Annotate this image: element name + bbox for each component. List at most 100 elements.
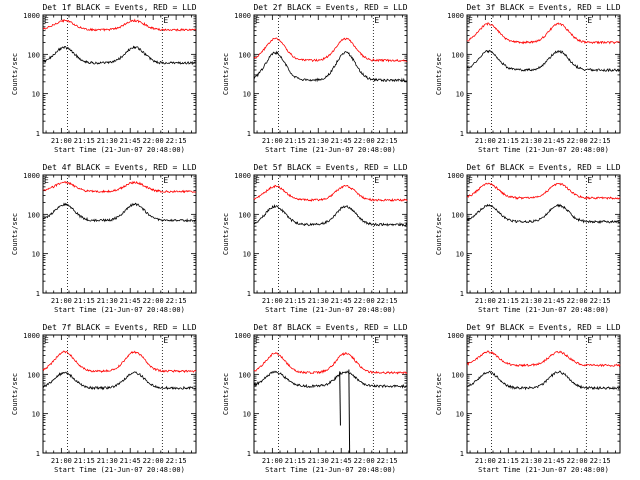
y-tick-label: 1000 <box>447 172 464 180</box>
y-tick-label: 10 <box>243 411 251 419</box>
x-axis-label: Start Time (21-Jun-07 20:48:00) <box>265 466 396 474</box>
y-tick-label: 1000 <box>23 172 40 180</box>
x-tick-label: 21:00 <box>475 457 496 465</box>
y-tick-label: 100 <box>238 51 251 59</box>
plot-frame <box>42 14 197 134</box>
series-lld-red <box>466 22 621 45</box>
x-tick-label: 22:00 <box>143 137 164 145</box>
y-tick-label: 100 <box>238 211 251 219</box>
x-tick-label: 21:15 <box>74 297 95 305</box>
y-tick-label: 100 <box>451 51 464 59</box>
y-tick-label: 1000 <box>234 12 251 20</box>
x-tick-label: 22:00 <box>354 297 375 305</box>
x-tick-label: 21:15 <box>74 457 95 465</box>
y-tick-label: 10 <box>32 251 40 259</box>
x-tick-label: 21:00 <box>51 137 72 145</box>
x-tick-label: 21:30 <box>521 297 542 305</box>
reference-mark-label: E <box>163 176 168 185</box>
reference-mark-label: E <box>374 16 379 25</box>
reference-mark-label: E <box>163 336 168 345</box>
series-events-black <box>42 371 197 391</box>
reference-mark-label: E <box>468 336 473 345</box>
reference-mark-label: E <box>44 176 49 185</box>
x-tick-label: 21:45 <box>120 137 141 145</box>
events-dropout-spike <box>339 371 341 426</box>
panel-det-4: Det 4f BLACK = Events, RED = LLD 1 10 100 10… <box>11 163 197 314</box>
plot-frame <box>42 174 197 294</box>
x-tick-label: 22:15 <box>377 137 398 145</box>
plot-frame <box>253 334 408 454</box>
series-events-black <box>253 50 408 83</box>
series-lld-red <box>467 350 621 368</box>
panel-det-2: Det 2f BLACK = Events, RED = LLD 1 10 100 10… <box>222 3 408 154</box>
x-axis-label: Start Time (21-Jun-07 20:48:00) <box>265 306 396 314</box>
y-tick-label: 10 <box>456 251 464 259</box>
x-tick-label: 22:15 <box>590 457 611 465</box>
panel-det-6: Det 6f BLACK = Events, RED = LLD 1 10 100 10… <box>435 163 621 314</box>
reference-mark-label: E <box>255 336 260 345</box>
x-tick-label: 22:00 <box>354 137 375 145</box>
plot-frame <box>466 334 621 454</box>
y-tick-label: 1 <box>247 130 251 138</box>
reference-mark-label: E <box>163 16 168 25</box>
y-tick-label: 10 <box>456 411 464 419</box>
plot-frame <box>253 14 408 134</box>
y-axis-label: Counts/sec <box>11 213 19 255</box>
x-tick-label: 21:30 <box>308 457 329 465</box>
series-lld-red <box>466 182 621 200</box>
reference-mark-label: E <box>468 16 473 25</box>
reference-mark-label: E <box>587 16 592 25</box>
y-tick-label: 1 <box>460 290 464 298</box>
x-tick-label: 21:00 <box>262 457 283 465</box>
x-axis-label: Start Time (21-Jun-07 20:48:00) <box>54 146 185 154</box>
y-tick-label: 100 <box>238 371 251 379</box>
y-tick-label: 10 <box>243 251 251 259</box>
panel-title: Det 2f BLACK = Events, RED = LLD <box>253 3 407 12</box>
y-axis-label: Counts/sec <box>222 213 230 255</box>
x-tick-label: 22:15 <box>377 297 398 305</box>
y-tick-label: 1000 <box>23 12 40 20</box>
x-tick-label: 22:15 <box>166 457 187 465</box>
plot-frame <box>42 334 197 454</box>
x-tick-label: 21:00 <box>51 297 72 305</box>
y-tick-label: 1 <box>247 290 251 298</box>
x-tick-label: 21:15 <box>285 297 306 305</box>
series-lld-red <box>253 184 408 202</box>
reference-mark-label: E <box>44 336 49 345</box>
x-axis-label: Start Time (21-Jun-07 20:48:00) <box>478 306 609 314</box>
panel-title: Det 4f BLACK = Events, RED = LLD <box>42 163 196 172</box>
y-tick-label: 100 <box>27 51 40 59</box>
x-tick-label: 22:15 <box>590 297 611 305</box>
y-tick-label: 1000 <box>234 172 251 180</box>
x-tick-label: 21:15 <box>498 137 519 145</box>
x-tick-label: 21:00 <box>262 297 283 305</box>
series-events-black <box>466 203 621 224</box>
panel-title: Det 5f BLACK = Events, RED = LLD <box>253 163 407 172</box>
x-axis-label: Start Time (21-Jun-07 20:48:00) <box>54 466 185 474</box>
reference-mark-label: E <box>587 336 592 345</box>
y-axis-label: Counts/sec <box>435 53 443 95</box>
panel-title: Det 1f BLACK = Events, RED = LLD <box>42 3 196 12</box>
x-tick-label: 22:00 <box>567 137 588 145</box>
series-lld-red <box>42 18 197 32</box>
panel-det-8: Det 8f BLACK = Events, RED = LLD 1 10 100 10… <box>222 323 408 474</box>
x-tick-label: 21:30 <box>308 137 329 145</box>
x-tick-label: 21:15 <box>285 137 306 145</box>
x-tick-label: 21:00 <box>475 297 496 305</box>
x-tick-label: 22:00 <box>567 457 588 465</box>
x-tick-label: 21:15 <box>498 297 519 305</box>
x-tick-label: 21:30 <box>521 457 542 465</box>
y-tick-label: 1 <box>36 290 40 298</box>
panel-det-5: Det 5f BLACK = Events, RED = LLD 1 10 100 10… <box>222 163 408 314</box>
series-lld-red <box>253 37 408 63</box>
y-tick-label: 1000 <box>447 332 464 340</box>
panel-det-1: Det 1f BLACK = Events, RED = LLD 1 10 100 10… <box>11 3 197 154</box>
series-events-black <box>42 202 197 223</box>
y-tick-label: 1 <box>36 450 40 458</box>
x-tick-label: 21:30 <box>97 297 118 305</box>
y-tick-label: 100 <box>451 211 464 219</box>
x-tick-label: 22:00 <box>354 457 375 465</box>
panel-title: Det 6f BLACK = Events, RED = LLD <box>466 163 620 172</box>
y-tick-label: 1000 <box>234 332 251 340</box>
